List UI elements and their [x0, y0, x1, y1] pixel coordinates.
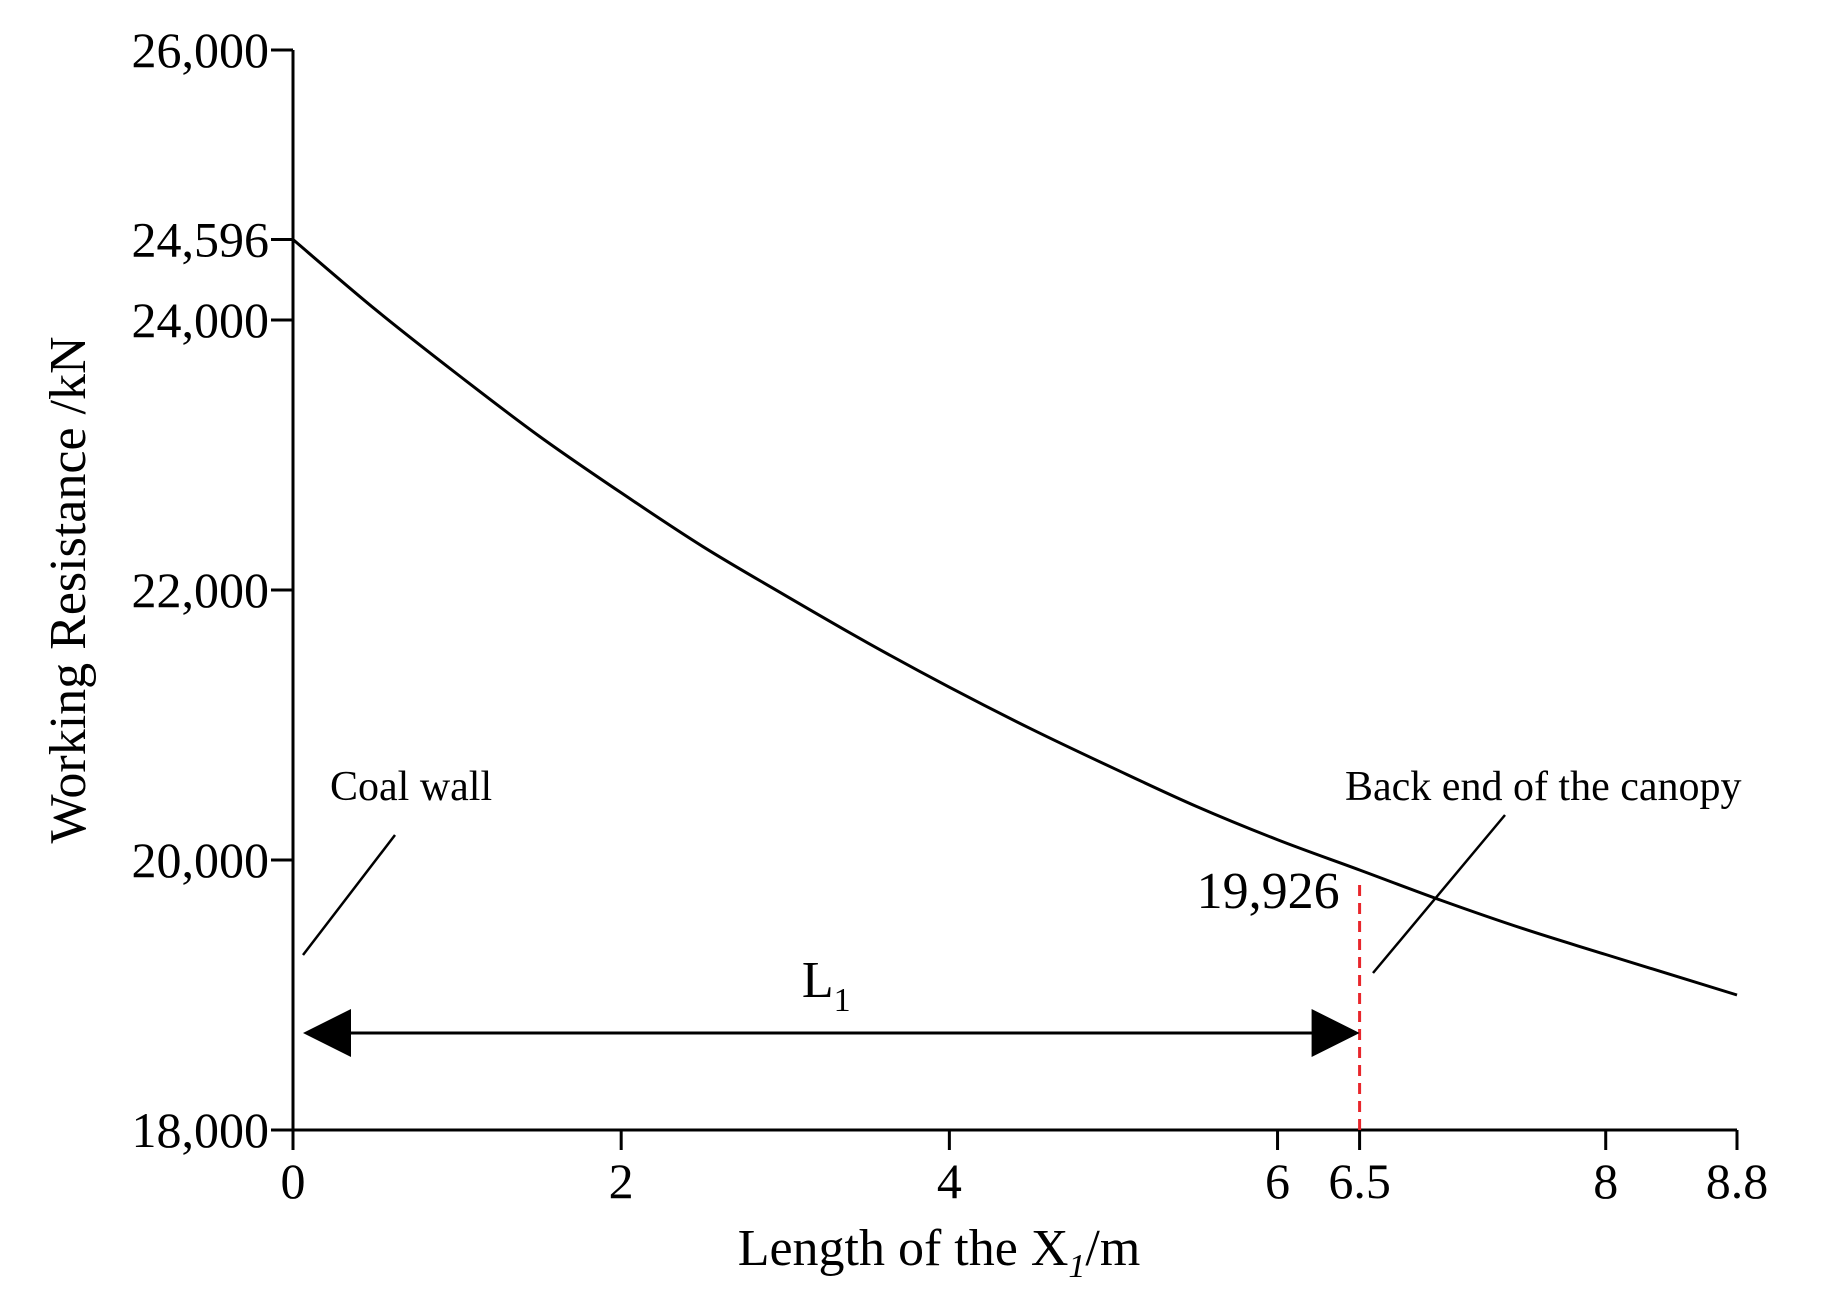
y-tick-label: 22,000 [132, 562, 270, 618]
x-axis-title: Length of the X1/m [738, 1220, 1141, 1285]
span-arrow-head-left [303, 1009, 351, 1057]
annotation-back-end-canopy: Back end of the canopy [1345, 764, 1742, 810]
x-ticks: 0 2 4 6 6.5 8 8.8 [281, 1130, 1769, 1209]
x-tick-label: 6.5 [1328, 1153, 1391, 1209]
x-tick-label: 2 [609, 1153, 634, 1209]
y-tick-label: 26,000 [132, 22, 270, 78]
x-axis-title-sub: 1 [1068, 1248, 1085, 1285]
y-tick-label: 24,000 [132, 292, 270, 348]
x-axis-title-unit: /m [1085, 1220, 1140, 1277]
annotation-back-end-canopy-leader [1372, 814, 1506, 974]
annotation-coal-wall-leader [302, 834, 396, 956]
span-label: L1 [802, 952, 851, 1019]
y-tick-label: 20,000 [132, 832, 270, 888]
y-ticks: 18,000 20,000 22,000 24,000 24,596 26,000 [132, 22, 293, 1158]
x-tick-label: 4 [937, 1153, 962, 1209]
y-tick-label: 24,596 [132, 212, 270, 268]
annotation-coal-wall: Coal wall [330, 764, 492, 810]
x-tick-label: 8.8 [1706, 1153, 1769, 1209]
x-tick-label: 0 [281, 1153, 306, 1209]
series-line [292, 238, 1738, 997]
span-label-main: L [802, 952, 834, 1009]
y-tick-label: 18,000 [132, 1102, 270, 1158]
y-axis-title: Working Resistance /kN [40, 336, 97, 843]
x-tick-label: 6 [1265, 1153, 1290, 1209]
marker-value-label: 19,926 [1197, 863, 1340, 920]
span-label-sub: 1 [834, 982, 851, 1019]
x-axis-title-text: Length of the X [738, 1220, 1069, 1277]
x-tick-label: 8 [1593, 1153, 1618, 1209]
span-arrow-head-right [1311, 1009, 1360, 1057]
